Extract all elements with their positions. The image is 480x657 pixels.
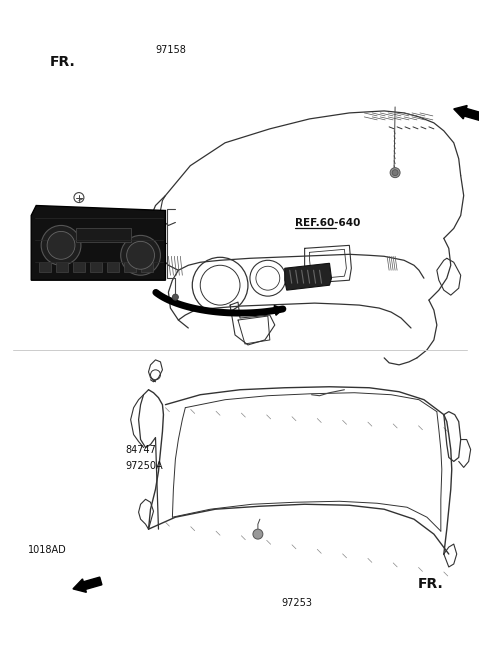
FancyArrow shape xyxy=(269,306,283,315)
Bar xyxy=(76,229,131,242)
Text: 84747: 84747 xyxy=(125,445,156,455)
Text: 97253: 97253 xyxy=(282,599,313,608)
Bar xyxy=(90,262,102,272)
Bar xyxy=(39,262,51,272)
Circle shape xyxy=(127,241,155,269)
Bar xyxy=(141,262,153,272)
Text: FR.: FR. xyxy=(49,55,75,68)
Text: 97250A: 97250A xyxy=(125,461,163,471)
FancyArrow shape xyxy=(73,577,102,593)
Polygon shape xyxy=(285,263,332,290)
Text: 1018AD: 1018AD xyxy=(28,545,66,555)
Circle shape xyxy=(390,168,400,177)
Circle shape xyxy=(172,294,179,300)
Circle shape xyxy=(253,529,263,539)
Bar xyxy=(56,262,68,272)
Bar xyxy=(107,262,119,272)
FancyArrow shape xyxy=(454,106,480,121)
Text: REF.60-640: REF.60-640 xyxy=(295,217,360,227)
Circle shape xyxy=(392,170,398,175)
Bar xyxy=(124,262,136,272)
Bar xyxy=(73,262,85,272)
Polygon shape xyxy=(31,206,166,280)
Circle shape xyxy=(47,231,75,260)
Circle shape xyxy=(120,235,160,275)
Text: 97158: 97158 xyxy=(156,45,186,55)
Circle shape xyxy=(41,225,81,265)
Text: FR.: FR. xyxy=(418,577,444,591)
